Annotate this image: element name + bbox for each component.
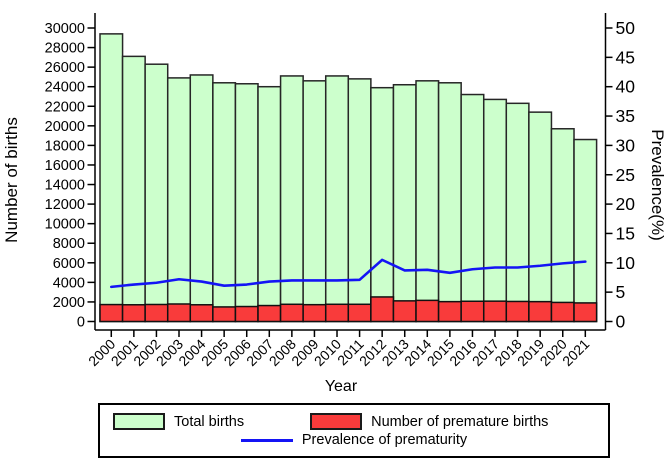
bar-premature-2009: [302, 303, 327, 323]
bar-premature-2005: [212, 306, 237, 323]
right-tick-label: 35: [616, 106, 635, 126]
right-tick-label: 5: [616, 282, 626, 302]
prevalence-label: Prevalence of prematurity: [301, 432, 468, 449]
legend-item-premature-births: Number of premature births: [310, 413, 549, 431]
left-axis-ticks: 0 2000 4000 6000 8000 10000 12000 14000 16000 180…: [45, 21, 95, 331]
left-tick-label: 26000: [45, 60, 85, 76]
left-tick-label: 12000: [45, 197, 85, 213]
bar-total-2013: [392, 83, 417, 323]
total-births-swatch: [113, 413, 165, 431]
total-births-label: Total births: [174, 413, 245, 430]
right-tick-label: 25: [616, 165, 635, 185]
axes: [94, 13, 607, 331]
right-axis-title: Prevalence(%): [648, 129, 667, 241]
right-tick-label: 10: [616, 253, 636, 273]
left-tick-label: 20000: [45, 119, 85, 135]
chart-legend: Total births Number of premature births …: [98, 403, 610, 458]
left-tick-label: 22000: [45, 99, 85, 115]
bar-premature-2008: [279, 303, 304, 323]
left-tick-label: 6000: [53, 256, 85, 272]
bar-total-2015: [437, 82, 462, 323]
x-axis-ticks: 2000200120022003200420052006200720082009…: [85, 330, 593, 369]
bar-premature-2013: [392, 300, 417, 323]
left-tick-label: 0: [77, 315, 85, 331]
legend-item-prevalence: Prevalence of prematurity: [240, 432, 468, 449]
right-tick-label: 30: [616, 135, 636, 155]
left-tick-label: 18000: [45, 138, 85, 154]
bar-premature-2002: [144, 303, 169, 323]
prevalence-line-swatch: [240, 439, 293, 442]
bar-premature-2000: [99, 303, 124, 323]
total-births-bars: [99, 33, 598, 323]
bar-premature-2020: [550, 301, 575, 323]
left-tick-label: 2000: [53, 295, 85, 311]
bar-premature-2004: [189, 304, 214, 323]
x-axis-title: Year: [325, 378, 358, 395]
bar-premature-2003: [166, 303, 192, 323]
legend-row-2: Prevalence of prematurity: [100, 433, 608, 448]
bar-premature-2017: [482, 300, 508, 323]
bar-total-2017: [482, 98, 508, 323]
right-tick-label: 40: [616, 77, 636, 97]
left-tick-label: 10000: [45, 217, 85, 233]
bar-premature-2019: [528, 300, 553, 323]
bar-premature-2021: [573, 302, 598, 323]
legend-item-total-births: Total births: [113, 413, 245, 431]
bar-premature-2007: [257, 304, 282, 323]
left-axis-title: Number of births: [2, 117, 21, 243]
bar-premature-2011: [347, 303, 372, 323]
bar-total-2011: [347, 78, 372, 323]
prevalence-line: [109, 258, 587, 289]
bar-premature-2018: [505, 300, 530, 323]
bar-total-2014: [415, 80, 440, 323]
bar-total-2000: [99, 33, 124, 323]
right-tick-label: 20: [616, 194, 636, 214]
bar-premature-2016: [460, 300, 485, 323]
left-tick-label: 16000: [45, 158, 85, 174]
bar-total-2021: [573, 138, 598, 323]
year-label: 2021: [559, 336, 592, 369]
right-tick-label: 45: [616, 47, 635, 67]
bar-total-2001: [121, 55, 146, 323]
left-tick-label: 4000: [53, 275, 85, 291]
bar-total-2012: [370, 86, 395, 323]
bar-total-2004: [189, 74, 214, 323]
bar-total-2019: [528, 111, 553, 323]
bar-premature-2015: [437, 300, 462, 323]
premature-births-swatch: [310, 413, 363, 431]
left-tick-label: 30000: [45, 21, 85, 37]
right-tick-label: 15: [616, 223, 635, 243]
left-tick-label: 14000: [45, 178, 85, 194]
bar-total-2007: [257, 85, 282, 323]
bar-premature-2012: [370, 296, 395, 323]
premature-births-bars: [99, 296, 598, 323]
legend-row-1: Total births Number of premature births: [100, 413, 608, 431]
bar-premature-2010: [324, 303, 350, 323]
premature-births-label: Number of premature births: [371, 413, 549, 430]
bar-total-2008: [279, 75, 304, 323]
bar-premature-2006: [234, 305, 259, 323]
bar-premature-2001: [121, 304, 146, 323]
bar-total-2009: [302, 80, 327, 323]
bar-premature-2014: [415, 299, 440, 323]
right-axis-ticks: 0 5 10 15 20 25 30 35 40 45 50: [605, 18, 636, 332]
bar-total-2016: [460, 93, 485, 323]
left-tick-label: 28000: [45, 41, 85, 57]
bar-total-2003: [166, 77, 192, 323]
left-tick-label: 24000: [45, 80, 85, 96]
bar-total-2010: [324, 75, 350, 323]
right-tick-label: 0: [616, 312, 626, 332]
bar-total-2018: [505, 102, 530, 323]
left-tick-label: 8000: [53, 236, 85, 252]
right-tick-label: 50: [616, 18, 636, 38]
bar-total-2020: [550, 128, 575, 323]
